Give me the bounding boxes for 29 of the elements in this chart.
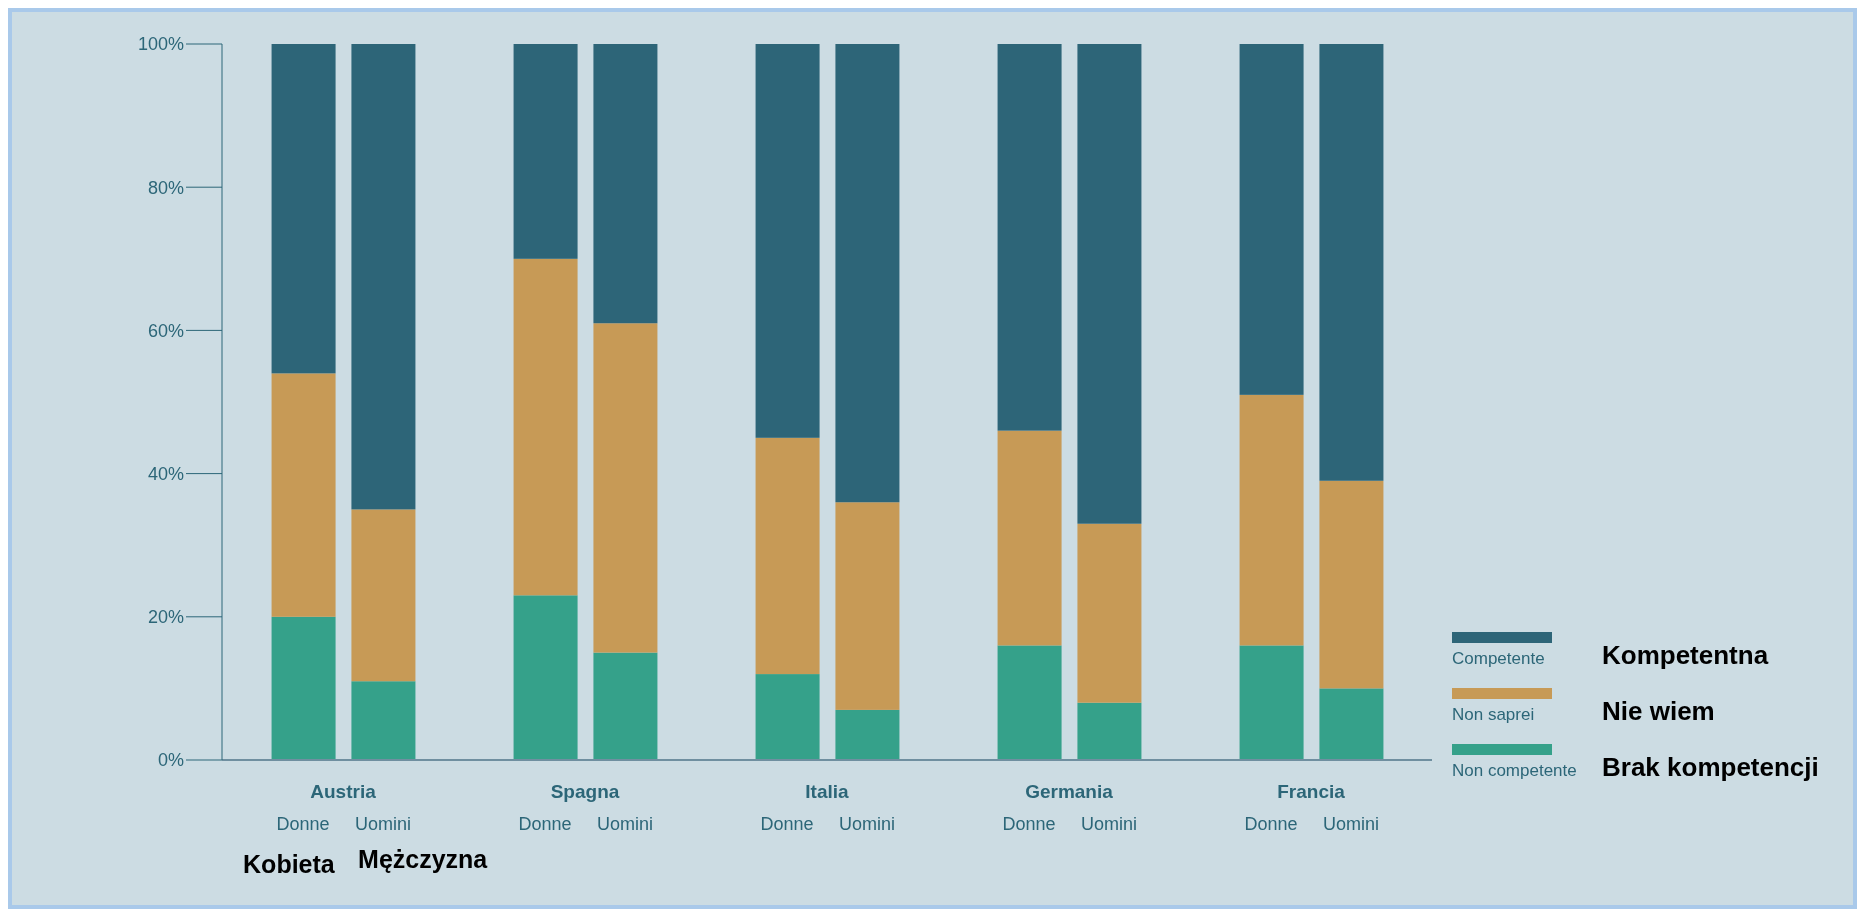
text: Francia: [1277, 781, 1346, 802]
text: Kompetentna: [1602, 640, 1769, 671]
y-tick-label: 100%: [137, 34, 184, 55]
y-tick-label: 80%: [147, 177, 184, 198]
y-tick-label: 20%: [147, 607, 184, 628]
x-tick-label: Uomini: [354, 814, 411, 834]
text: Non competente: [1452, 761, 1577, 780]
x-tick-label: Uomini: [838, 814, 895, 834]
text: Brak kompetencji: [1602, 752, 1819, 783]
x-tick-label: Donne: [518, 814, 572, 834]
text: Italia: [805, 781, 850, 802]
text: Spagna: [550, 781, 620, 802]
y-tick-label: 40%: [147, 463, 184, 484]
text: Mężczyzna: [358, 845, 489, 873]
text: Austria: [310, 781, 377, 802]
text: Nie wiem: [1602, 696, 1715, 727]
y-tick-label: 60%: [147, 320, 184, 341]
y-tick-label: 0%: [157, 750, 184, 771]
x-tick-label: Donne: [760, 814, 814, 834]
text: Germania: [1025, 781, 1114, 802]
x-tick-label: Donne: [276, 814, 330, 834]
x-tick-label: Uomini: [596, 814, 653, 834]
text: Kobieta: [243, 850, 336, 878]
text: Competente: [1452, 649, 1545, 668]
x-tick-label: Donne: [1002, 814, 1056, 834]
text: Non saprei: [1452, 705, 1535, 724]
x-tick-label: Donne: [1244, 814, 1298, 834]
x-tick-label: Uomini: [1322, 814, 1379, 834]
x-tick-label: Uomini: [1080, 814, 1137, 834]
